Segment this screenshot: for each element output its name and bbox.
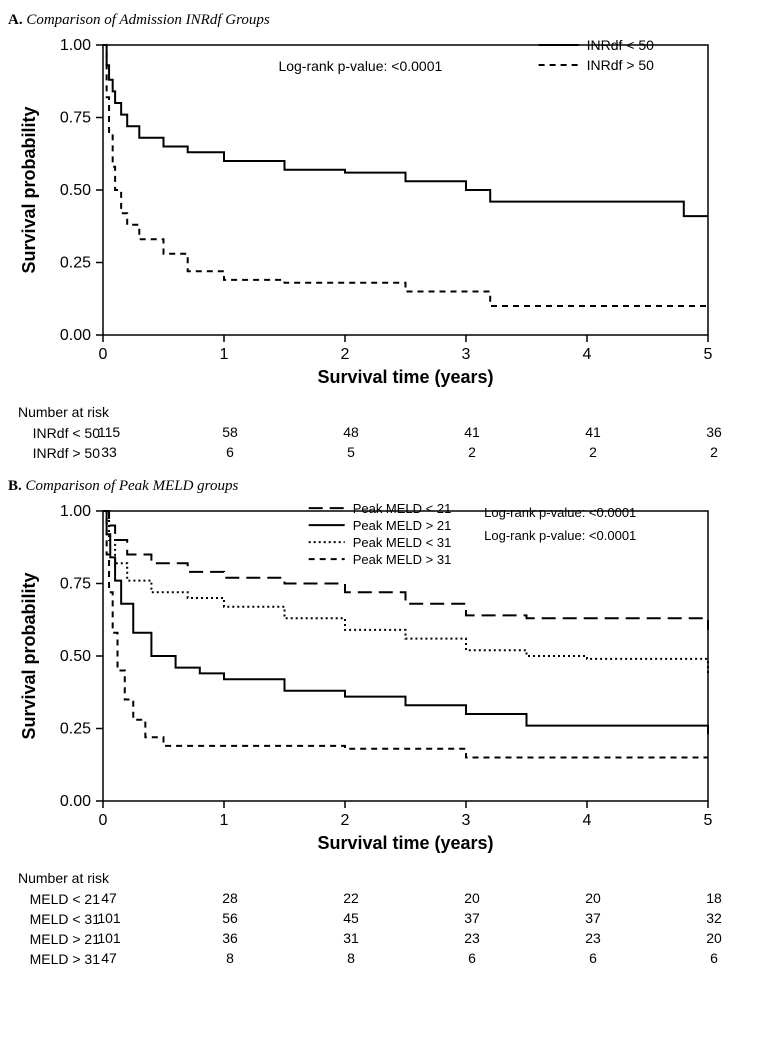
svg-text:0: 0 [99, 812, 108, 829]
risk-cell: 36 [210, 930, 250, 946]
risk-cell: 41 [573, 424, 613, 440]
svg-text:0.00: 0.00 [60, 327, 91, 344]
svg-text:0.50: 0.50 [60, 648, 91, 665]
svg-text:0.25: 0.25 [60, 255, 91, 272]
risk-row: INRdf > 503365222 [8, 444, 728, 462]
svg-text:INRdf > 50: INRdf > 50 [587, 57, 655, 73]
svg-text:1: 1 [220, 812, 229, 829]
risk-row: MELD > 211013631232320 [8, 930, 728, 948]
svg-text:3: 3 [462, 812, 471, 829]
risk-cell: 5 [331, 444, 371, 460]
svg-text:3: 3 [462, 346, 471, 363]
svg-text:5: 5 [704, 346, 713, 363]
risk-cell: 20 [452, 890, 492, 906]
risk-row: MELD < 311015645373732 [8, 910, 728, 928]
risk-cell: 18 [694, 890, 734, 906]
risk-cell: 6 [452, 950, 492, 966]
risk-cell: 47 [89, 950, 129, 966]
panel-a-letter: A. [8, 12, 23, 28]
svg-text:0.75: 0.75 [60, 576, 91, 593]
svg-text:4: 4 [583, 346, 592, 363]
risk-row: MELD < 21472822202018 [8, 890, 728, 908]
svg-text:Log-rank p-value: <0.0001: Log-rank p-value: <0.0001 [484, 505, 636, 520]
risk-cell: 20 [573, 890, 613, 906]
risk-cell: 58 [210, 424, 250, 440]
panel-b-subtitle: Comparison of Peak MELD groups [26, 478, 239, 494]
risk-cell: 32 [694, 910, 734, 926]
risk-cell: 115 [89, 424, 129, 440]
risk-cell: 22 [331, 890, 371, 906]
risk-cell: 2 [573, 444, 613, 460]
risk-cell: 56 [210, 910, 250, 926]
panel-b-letter: B. [8, 478, 22, 494]
svg-text:0: 0 [99, 346, 108, 363]
risk-cell: 8 [210, 950, 250, 966]
risk-cell: 6 [694, 950, 734, 966]
risk-cell: 37 [573, 910, 613, 926]
svg-text:0.25: 0.25 [60, 721, 91, 738]
svg-text:Survival time (years): Survival time (years) [317, 833, 493, 853]
risk-cell: 33 [89, 444, 129, 460]
svg-text:Survival probability: Survival probability [19, 106, 39, 273]
svg-text:1.00: 1.00 [60, 503, 91, 520]
risk-header: Number at risk [18, 870, 728, 886]
risk-cell: 31 [331, 930, 371, 946]
risk-cell: 8 [331, 950, 371, 966]
svg-text:Log-rank p-value: <0.0001: Log-rank p-value: <0.0001 [278, 58, 442, 74]
risk-cell: 28 [210, 890, 250, 906]
risk-cell: 6 [210, 444, 250, 460]
svg-text:0.50: 0.50 [60, 182, 91, 199]
risk-cell: 23 [573, 930, 613, 946]
svg-text:Survival time (years): Survival time (years) [317, 367, 493, 387]
km-chart-b: 0.00 0.25 0.50 0.75 1.00 0 1 2 3 4 5 Survival time … [8, 501, 728, 861]
svg-text:0.75: 0.75 [60, 110, 91, 127]
risk-cell: 20 [694, 930, 734, 946]
risk-cell: 41 [452, 424, 492, 440]
risk-row: INRdf < 501155848414136 [8, 424, 728, 442]
svg-text:INRdf < 50: INRdf < 50 [587, 37, 655, 53]
svg-text:Log-rank p-value: <0.0001: Log-rank p-value: <0.0001 [484, 528, 636, 543]
km-chart-a: 0.00 0.25 0.50 0.75 1.00 0 1 2 3 4 5 Survival time … [8, 35, 728, 395]
risk-cell: 23 [452, 930, 492, 946]
svg-text:Peak MELD < 21: Peak MELD < 21 [353, 501, 452, 516]
svg-text:1.00: 1.00 [60, 37, 91, 54]
svg-text:Survival probability: Survival probability [19, 572, 39, 739]
svg-text:Peak MELD < 31: Peak MELD < 31 [353, 535, 452, 550]
risk-cell: 2 [694, 444, 734, 460]
risk-row: MELD > 314788666 [8, 950, 728, 968]
risk-cell: 37 [452, 910, 492, 926]
risk-table-a: Number at riskINRdf < 501155848414136INR… [8, 404, 728, 462]
svg-text:4: 4 [583, 812, 592, 829]
svg-text:2: 2 [341, 346, 350, 363]
panel-a-title: A. Comparison of Admission INRdf Groups [8, 12, 760, 29]
risk-cell: 47 [89, 890, 129, 906]
risk-cell: 45 [331, 910, 371, 926]
risk-cell: 2 [452, 444, 492, 460]
panel-a-subtitle: Comparison of Admission INRdf Groups [26, 12, 269, 28]
svg-text:Peak MELD > 21: Peak MELD > 21 [353, 518, 452, 533]
svg-text:1: 1 [220, 346, 229, 363]
panel-b-title: B. Comparison of Peak MELD groups [8, 478, 760, 495]
risk-cell: 36 [694, 424, 734, 440]
risk-table-b: Number at riskMELD < 21472822202018MELD … [8, 870, 728, 968]
svg-text:0.00: 0.00 [60, 793, 91, 810]
risk-header: Number at risk [18, 404, 728, 420]
risk-cell: 101 [89, 930, 129, 946]
risk-cell: 6 [573, 950, 613, 966]
svg-text:Peak MELD > 31: Peak MELD > 31 [353, 552, 452, 567]
risk-cell: 101 [89, 910, 129, 926]
risk-cell: 48 [331, 424, 371, 440]
svg-text:2: 2 [341, 812, 350, 829]
svg-text:5: 5 [704, 812, 713, 829]
